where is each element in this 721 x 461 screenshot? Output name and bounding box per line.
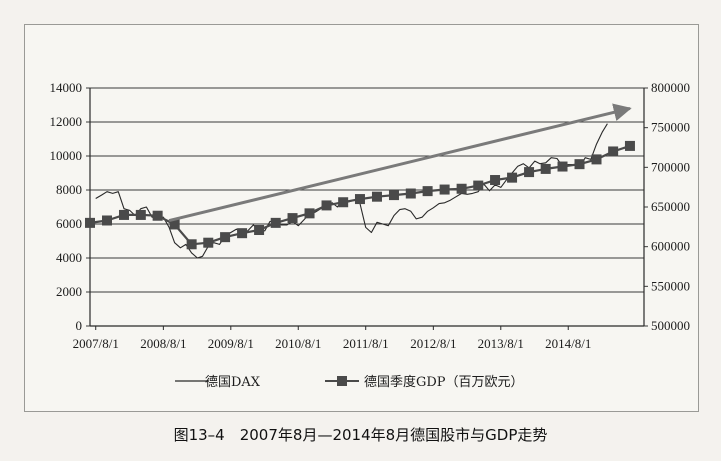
figure-caption: 图13–4 2007年8月—2014年8月德国股市与GDP走势 bbox=[173, 426, 548, 444]
left-axis-tick-label: 6000 bbox=[56, 216, 82, 231]
x-axis-tick-label: 2012/8/1 bbox=[410, 336, 456, 351]
x-axis-tick-label: 2010/8/1 bbox=[275, 336, 321, 351]
gdp-data-point bbox=[540, 163, 551, 174]
gdp-data-point bbox=[135, 209, 146, 220]
gdp-data-point bbox=[270, 217, 281, 228]
gdp-data-point bbox=[490, 175, 501, 186]
left-axis-tick-label: 10000 bbox=[50, 148, 83, 163]
x-axis-tick-label: 2007/8/1 bbox=[73, 336, 119, 351]
gdp-data-point bbox=[473, 180, 484, 191]
gdp-data-point bbox=[439, 184, 450, 195]
right-axis-tick-label: 800000 bbox=[651, 80, 690, 95]
gdp-data-point bbox=[557, 161, 568, 172]
gdp-data-point bbox=[186, 239, 197, 250]
right-axis-tick-label: 650000 bbox=[651, 199, 690, 214]
gdp-data-point bbox=[152, 210, 163, 221]
left-axis-tick-label: 4000 bbox=[56, 250, 82, 265]
gdp-data-point bbox=[287, 213, 298, 224]
gdp-data-point bbox=[574, 159, 585, 170]
x-axis-tick-label: 2014/8/1 bbox=[545, 336, 591, 351]
x-axis-tick-label: 2011/8/1 bbox=[343, 336, 389, 351]
legend-gdp-label: 德国季度GDP（百万欧元） bbox=[364, 374, 524, 390]
legend-gdp-marker bbox=[337, 376, 347, 386]
gdp-data-point bbox=[371, 191, 382, 202]
x-axis-tick-label: 2009/8/1 bbox=[208, 336, 254, 351]
trend-arrow bbox=[168, 103, 632, 223]
gdp-data-point bbox=[119, 209, 130, 220]
gdp-data-point bbox=[321, 200, 332, 211]
gdp-data-point bbox=[456, 183, 467, 194]
x-axis-tick-label: 2008/8/1 bbox=[140, 336, 186, 351]
gdp-data-point bbox=[338, 197, 349, 208]
gdp-data-point bbox=[203, 237, 214, 248]
gdp-data-point bbox=[254, 225, 265, 236]
gdp-data-point bbox=[237, 228, 248, 239]
gdp-data-point bbox=[608, 146, 619, 157]
left-axis-tick-label: 14000 bbox=[50, 80, 83, 95]
gdp-data-point bbox=[304, 208, 315, 219]
dual-axis-line-chart: 0 2000 4000 6000 8000 10000 12000 14000 500000 55… bbox=[50, 80, 691, 390]
gdp-data-point bbox=[85, 217, 95, 228]
right-axis-tick-label: 550000 bbox=[651, 278, 690, 293]
gdp-data-point bbox=[422, 186, 433, 197]
gdp-data-point bbox=[220, 232, 231, 243]
right-axis-tick-label: 700000 bbox=[651, 159, 690, 174]
gdp-data-point bbox=[591, 154, 602, 165]
left-axis-tick-label: 8000 bbox=[56, 182, 82, 197]
chart-frame: 0 2000 4000 6000 8000 10000 12000 14000 500000 55… bbox=[24, 24, 699, 412]
left-axis-tick-label: 2000 bbox=[56, 284, 82, 299]
left-axis-tick-label: 12000 bbox=[50, 114, 83, 129]
gdp-data-point bbox=[388, 190, 399, 201]
gdp-data-point bbox=[524, 167, 535, 178]
legend-dax-label: 德国DAX bbox=[205, 375, 261, 390]
dax-series-line bbox=[95, 123, 608, 259]
gdp-data-point bbox=[405, 188, 416, 199]
gdp-data-point bbox=[354, 194, 365, 205]
right-axis-tick-label: 600000 bbox=[651, 239, 690, 254]
right-axis-tick-label: 750000 bbox=[651, 120, 690, 135]
gdp-data-point bbox=[169, 219, 180, 230]
left-axis-tick-label: 0 bbox=[76, 318, 83, 333]
gdp-data-point bbox=[624, 140, 635, 151]
right-axis-tick-label: 500000 bbox=[651, 318, 690, 333]
x-axis-tick-label: 2013/8/1 bbox=[478, 336, 524, 351]
gdp-data-point bbox=[507, 172, 518, 183]
gdp-data-point bbox=[102, 215, 113, 226]
